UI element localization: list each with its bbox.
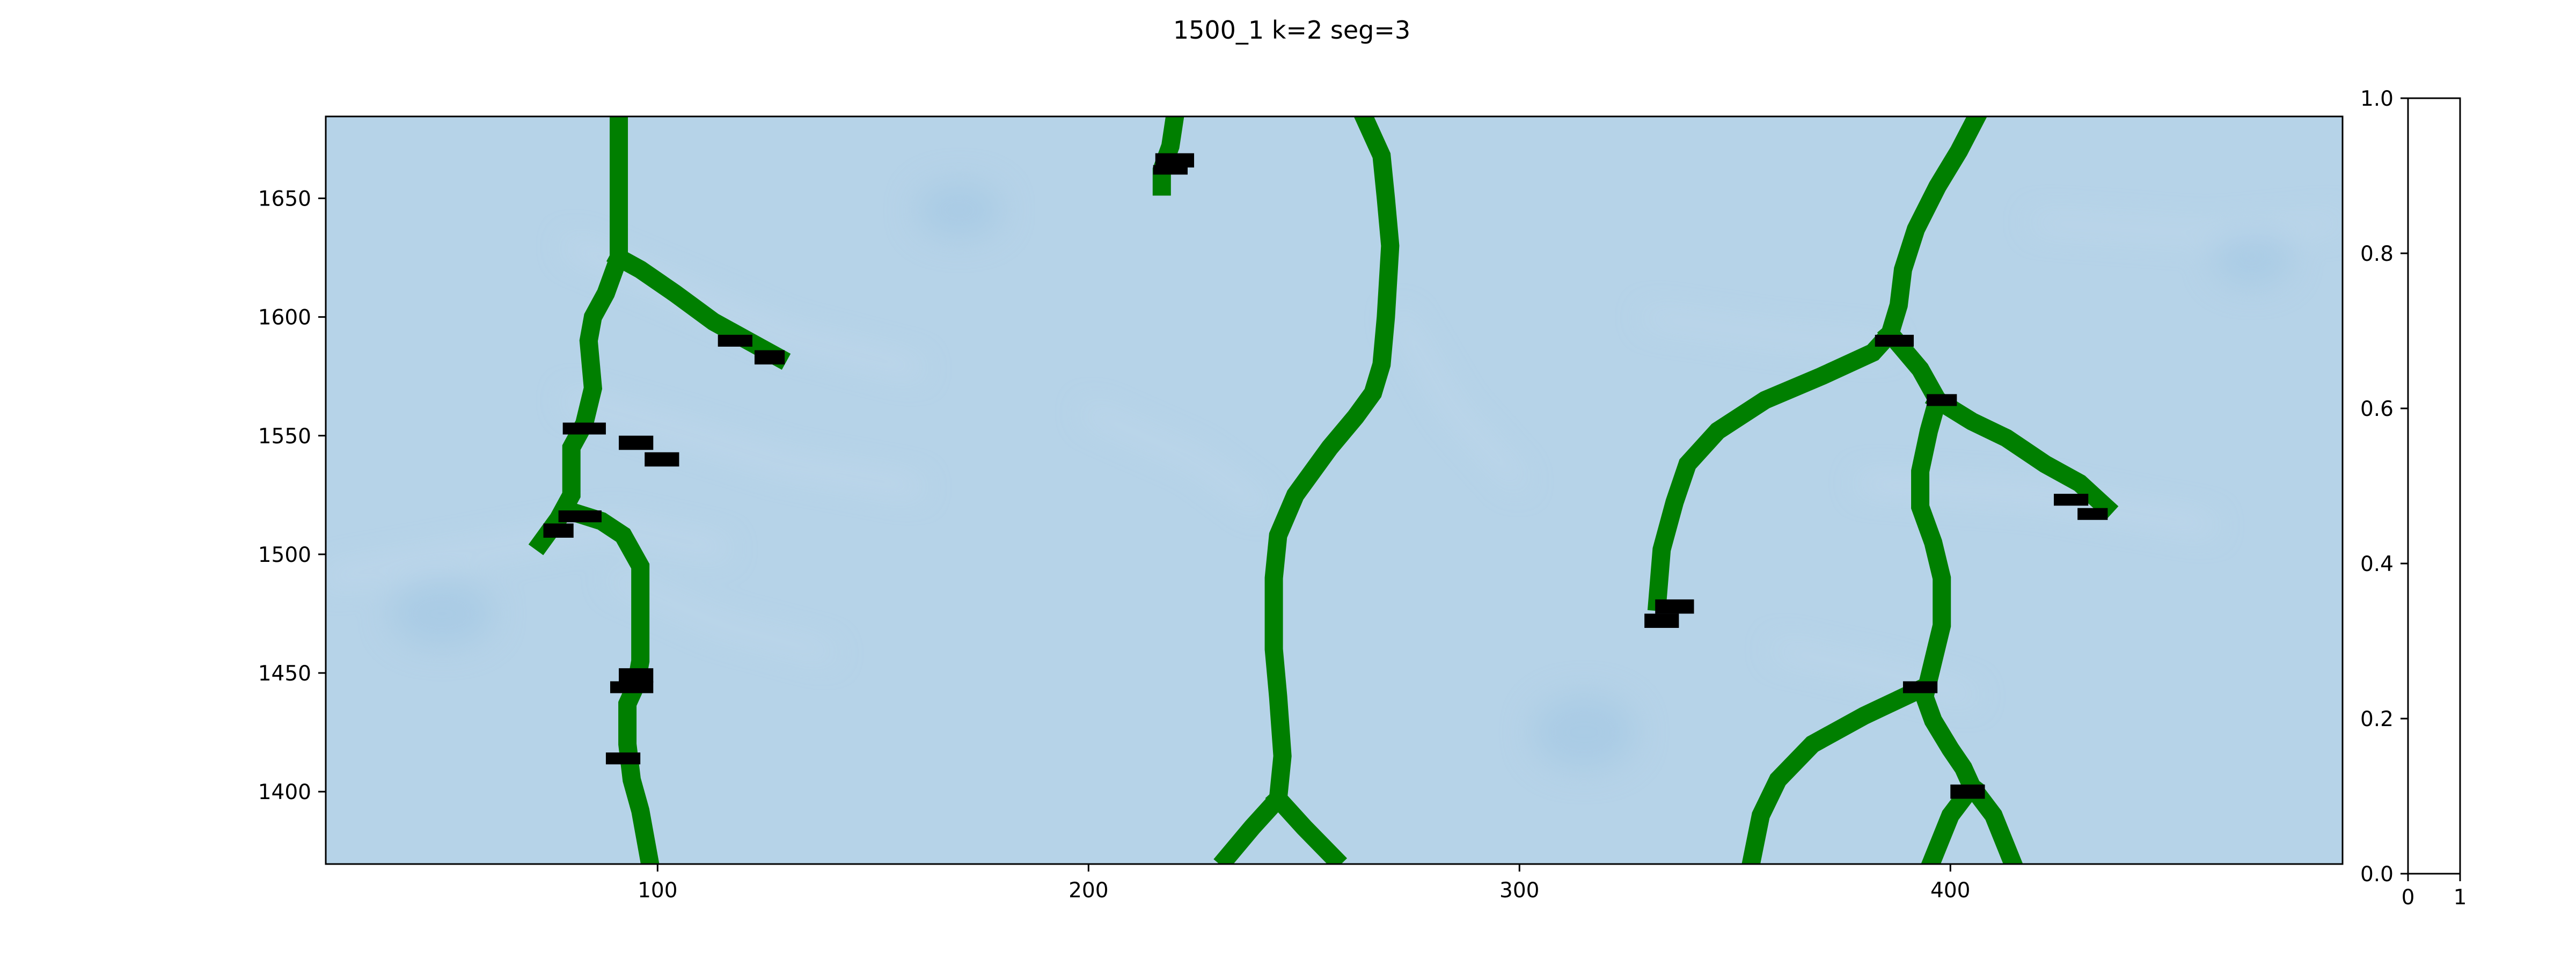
segment-marker <box>558 510 602 523</box>
segment-marker <box>1875 334 1914 347</box>
skeleton-path <box>1877 320 2023 864</box>
segment-marker <box>718 334 752 347</box>
x-tick-label: 100 <box>638 879 677 903</box>
texture-light-streak <box>566 395 921 493</box>
y-tick-label: 1450 <box>258 662 311 686</box>
segment-marker <box>645 452 679 467</box>
segment-marker <box>1644 613 1679 628</box>
colorbar-y-tick-label: 0.6 <box>2360 397 2394 421</box>
colorbar-frame <box>2407 97 2461 875</box>
skeleton-path <box>606 245 791 370</box>
texture-light-streak <box>1085 408 1265 511</box>
segment-marker <box>619 668 654 683</box>
segment-marker <box>562 422 606 435</box>
texture-light-streak <box>1774 646 1976 700</box>
segment-marker <box>1950 784 1985 799</box>
chart-title: 1500_1 k=2 seg=3 <box>1173 16 1410 45</box>
segment-marker <box>1655 599 1694 614</box>
texture-light-streak <box>611 574 834 658</box>
colorbar-y-tick-label: 0.8 <box>2360 242 2394 266</box>
segment-marker <box>1902 681 1938 693</box>
x-tick-label: 400 <box>1930 879 1970 903</box>
segment-marker <box>2053 494 2089 506</box>
y-tick-label: 1400 <box>258 780 311 804</box>
y-tick-label: 1500 <box>258 543 311 567</box>
skeleton-path <box>1741 675 1937 864</box>
skeleton-path <box>1265 786 1348 864</box>
texture-dark-spot <box>2213 229 2291 287</box>
texture-dark-spot <box>916 181 1002 239</box>
segment-markers <box>543 153 2108 799</box>
colorbar-y-ticks: 0.0 0.2 0.4 0.6 0.8 1.0 <box>2360 87 2408 887</box>
texture-dark-spot <box>1532 694 1636 771</box>
skeleton-path <box>1647 116 1987 612</box>
x-tick-label: 300 <box>1499 879 1539 903</box>
colorbar-y-tick-label: 0.2 <box>2360 707 2394 731</box>
colorbar-x-tick-label: 1 <box>2454 885 2467 910</box>
segment-marker <box>619 435 654 450</box>
segment-marker <box>605 752 641 765</box>
y-tick-label: 1550 <box>258 425 311 449</box>
segment-marker <box>2077 508 2108 520</box>
colorbar-x-tick-label: 0 <box>2402 885 2415 910</box>
segment-marker <box>754 350 785 365</box>
texture-dark-spot <box>390 580 494 647</box>
y-axis-ticks: 1400 1450 1500 1550 1600 1650 <box>258 187 326 804</box>
segment-marker <box>1153 165 1188 175</box>
segment-marker <box>543 523 574 538</box>
colorbar-y-tick-label: 0.0 <box>2360 862 2394 887</box>
y-tick-label: 1650 <box>258 187 311 211</box>
texture-light-streak <box>2033 218 2342 238</box>
skeleton-path <box>1924 387 2119 520</box>
colorbar-y-tick-label: 0.4 <box>2360 552 2394 576</box>
texture-light-streak <box>1395 313 1523 487</box>
axes-frame <box>325 115 2344 865</box>
x-tick-label: 200 <box>1069 879 1108 903</box>
segment-marker <box>610 681 654 693</box>
y-tick-label: 1600 <box>258 306 311 330</box>
texture-light-streak <box>1645 313 1890 349</box>
skeleton-path <box>1213 116 1400 864</box>
segment-marker <box>1927 394 1957 406</box>
x-axis-ticks: 100 200 300 400 <box>638 864 1971 903</box>
main-heatmap-panel: 100 200 300 400 1400 1450 1500 1550 1600 1650 <box>258 115 2344 903</box>
colorbar-y-tick-label: 1.0 <box>2360 87 2394 111</box>
